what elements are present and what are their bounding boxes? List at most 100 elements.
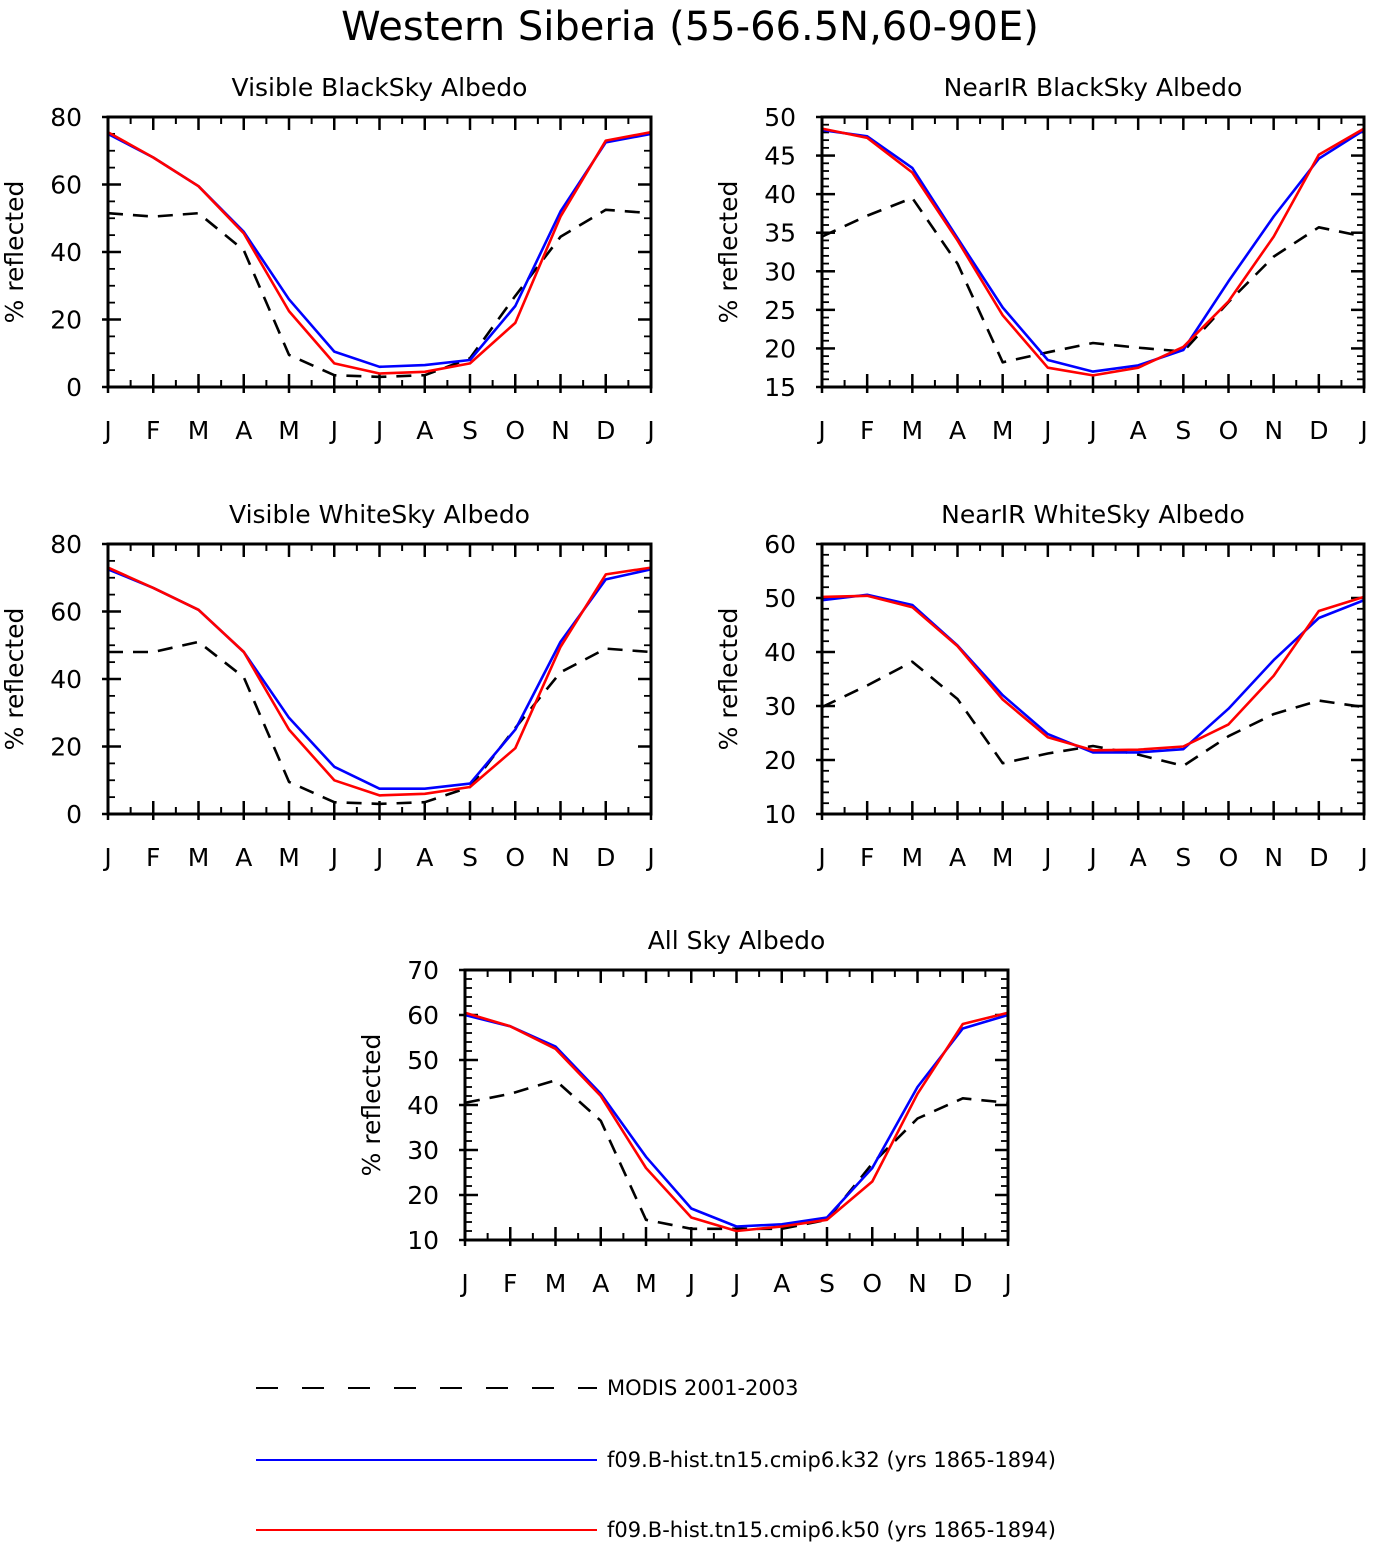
x-tick-label: D [1309,416,1328,445]
y-tick-label: 20 [50,733,82,762]
x-tick-label: S [1175,843,1191,872]
x-tick-label: M [902,843,924,872]
x-tick-label: S [462,416,478,445]
x-tick-label: A [235,843,252,872]
x-tick-label: S [1175,416,1191,445]
x-tick-label: F [860,843,874,872]
x-tick-label: J [731,1269,740,1298]
series-line-k32 [822,128,1364,373]
y-tick-label: 0 [66,373,82,402]
y-tick-label: 0 [66,800,82,829]
series-line-k50 [465,1011,1008,1233]
x-tick-label: O [505,843,525,872]
plot-frame [106,115,653,389]
y-axis-label: % reflected [0,181,29,324]
y-axis-label: % reflected [0,608,29,751]
y-tick-label: 20 [764,746,796,775]
x-tick-label: J [686,1269,695,1298]
y-tick-label: 80 [50,103,82,132]
y-tick-label: 30 [764,257,796,286]
y-tick-label: 40 [764,180,796,209]
y-tick-label: 50 [764,103,796,132]
x-tick-label: A [416,416,433,445]
y-tick-label: 45 [764,142,796,171]
series-line-k50 [822,127,1364,377]
x-tick-label: D [953,1269,972,1298]
x-tick-label: J [816,843,825,872]
x-tick-label: J [329,416,338,445]
series-line-modis [822,196,1364,364]
y-tick-label: 15 [764,373,796,402]
series-line-modis [465,1079,1008,1231]
y-axis-label: % reflected [714,608,743,751]
x-tick-label: J [1358,843,1367,872]
x-tick-label: J [102,843,111,872]
y-tick-label: 40 [50,665,82,694]
x-tick-label: D [596,843,615,872]
x-tick-label: S [819,1269,835,1298]
series-line-k32 [465,1013,1008,1228]
y-tick-label: 20 [407,1181,439,1210]
x-tick-label: A [949,843,966,872]
series-line-k32 [822,593,1364,754]
x-tick-label: M [992,416,1014,445]
plot-frame [820,542,1366,816]
y-tick-label: 30 [407,1136,439,1165]
y-axis-label: % reflected [357,1034,386,1177]
y-tick-label: 35 [764,219,796,248]
y-tick-label: 10 [764,800,796,829]
x-tick-label: J [374,416,383,445]
x-tick-label: S [462,843,478,872]
series-line-modis [108,208,651,379]
series-line-modis [108,640,651,806]
x-tick-label: J [102,416,111,445]
y-axis-label: % reflected [714,181,743,324]
x-tick-label: A [592,1269,609,1298]
y-tick-label: 60 [764,530,796,559]
y-tick-label: 40 [407,1091,439,1120]
plot-frame [463,968,1010,1242]
legend-label-k32: f09.B-hist.tn15.cmip6.k32 (yrs 1865-1894… [607,1448,1056,1472]
y-tick-label: 50 [407,1046,439,1075]
x-tick-label: F [146,416,160,445]
x-tick-label: J [645,843,654,872]
x-tick-label: D [596,416,615,445]
legend-label-modis: MODIS 2001-2003 [607,1376,798,1400]
panel-title: Visible WhiteSky Albedo [229,500,530,529]
x-tick-label: N [908,1269,927,1298]
y-tick-label: 50 [764,584,796,613]
x-tick-label: F [503,1269,517,1298]
x-tick-label: M [992,843,1014,872]
x-tick-label: A [1130,416,1147,445]
x-tick-label: A [1130,843,1147,872]
x-tick-label: J [459,1269,468,1298]
series-line-k32 [108,132,651,369]
x-tick-label: M [545,1269,567,1298]
panel-title: NearIR WhiteSky Albedo [941,500,1245,529]
panel-title: NearIR BlackSky Albedo [944,73,1243,102]
x-tick-label: J [816,416,825,445]
x-tick-label: N [1264,843,1283,872]
x-tick-label: D [1309,843,1328,872]
panel-title: All Sky Albedo [648,926,826,955]
x-tick-label: A [773,1269,790,1298]
x-tick-label: M [188,843,210,872]
y-tick-label: 80 [50,530,82,559]
panel-title: Visible BlackSky Albedo [232,73,528,102]
x-tick-label: N [551,843,570,872]
x-tick-label: M [278,843,300,872]
x-tick-label: N [551,416,570,445]
x-tick-label: A [949,416,966,445]
y-tick-label: 60 [50,171,82,200]
y-tick-label: 25 [764,296,796,325]
y-tick-label: 70 [407,956,439,985]
x-tick-label: J [1087,416,1096,445]
x-tick-label: J [645,416,654,445]
x-tick-label: J [1042,843,1051,872]
x-tick-label: F [860,416,874,445]
plot-frame [820,115,1366,389]
